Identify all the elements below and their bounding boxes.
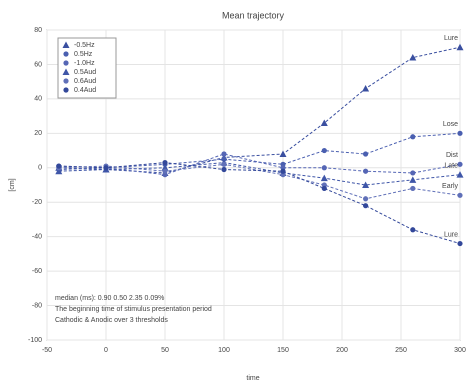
- end-label: Lose: [443, 121, 458, 128]
- marker: [63, 51, 69, 57]
- y-tick-label: -60: [32, 268, 42, 275]
- end-label: Lure: [444, 35, 458, 42]
- marker: [162, 168, 168, 174]
- x-tick-label: 300: [454, 347, 466, 354]
- marker: [63, 78, 69, 84]
- x-tick-label: 50: [161, 347, 169, 354]
- marker: [410, 170, 416, 176]
- marker: [321, 185, 327, 192]
- x-axis-label: time: [246, 375, 259, 382]
- marker: [55, 167, 63, 175]
- y-tick-label: -100: [28, 337, 42, 344]
- marker: [363, 196, 369, 202]
- marker: [62, 68, 70, 75]
- legend-label: -0.5Hz: [74, 42, 95, 49]
- legend-label: -1.0Hz: [74, 60, 95, 67]
- x-tick-label: 0: [104, 347, 108, 354]
- x-tick-label: 150: [277, 347, 289, 354]
- marker: [162, 160, 168, 166]
- marker: [321, 165, 327, 171]
- marker: [279, 150, 287, 157]
- marker: [320, 174, 328, 182]
- marker: [362, 85, 370, 92]
- marker: [362, 181, 370, 188]
- end-label: Dist: [446, 152, 458, 159]
- y-tick-label: -40: [32, 234, 42, 241]
- end-label: Early: [442, 183, 458, 190]
- marker: [221, 151, 227, 157]
- marker: [457, 240, 463, 247]
- marker: [410, 185, 416, 192]
- marker: [409, 54, 417, 61]
- marker: [320, 119, 328, 126]
- marker: [457, 161, 463, 167]
- x-tick-label: -50: [42, 347, 52, 354]
- series-line: [58, 162, 461, 245]
- series-line: [58, 153, 461, 176]
- marker: [363, 168, 369, 174]
- marker: [161, 164, 169, 171]
- annotation: The beginning time of stimulus presentat…: [55, 306, 212, 313]
- series-line: [58, 46, 461, 174]
- y-axis-label: [cm]: [9, 178, 16, 191]
- marker: [457, 130, 463, 136]
- y-tick-label: 60: [34, 61, 42, 68]
- marker: [63, 60, 69, 66]
- legend-label: 0.5Aud: [74, 69, 96, 76]
- marker: [409, 176, 417, 183]
- marker: [456, 171, 464, 178]
- y-tick-label: 40: [34, 96, 42, 103]
- legend-label: 0.5Hz: [74, 51, 93, 58]
- marker: [363, 203, 369, 209]
- chart-title: Mean trajectory: [222, 10, 285, 20]
- x-tick-label: 200: [336, 347, 348, 354]
- marker: [56, 163, 62, 169]
- marker: [221, 161, 227, 167]
- x-tick-label: 250: [395, 347, 407, 354]
- marker: [103, 165, 109, 171]
- marker: [221, 166, 227, 173]
- annotation: median (ms): 0.90 0.50 2.35 0.09%: [55, 295, 164, 302]
- marker: [280, 168, 286, 174]
- annotation: Cathodic & Anodic over 3 thresholds: [55, 317, 168, 324]
- series-line: [58, 162, 461, 186]
- y-tick-label: -20: [32, 199, 42, 206]
- marker: [321, 147, 327, 154]
- marker: [63, 87, 69, 93]
- marker: [456, 43, 464, 51]
- y-tick-label: -80: [32, 302, 42, 309]
- end-label: Lure: [444, 231, 458, 238]
- x-tick-label: 100: [218, 347, 230, 354]
- marker: [410, 227, 416, 233]
- end-label: Late: [444, 163, 458, 170]
- y-tick-label: 80: [34, 27, 42, 34]
- y-tick-label: 0: [38, 165, 42, 172]
- legend-label: 0.6Aud: [74, 78, 96, 85]
- legend-label: 0.4Aud: [74, 87, 96, 94]
- marker: [410, 134, 416, 140]
- marker: [363, 151, 369, 157]
- series-line: [58, 132, 461, 170]
- y-tick-label: 20: [34, 130, 42, 137]
- marker: [62, 41, 70, 48]
- marker: [457, 192, 463, 198]
